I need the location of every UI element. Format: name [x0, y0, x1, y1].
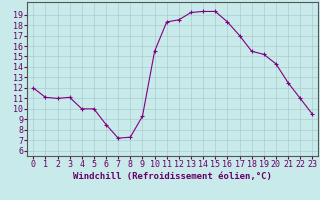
- X-axis label: Windchill (Refroidissement éolien,°C): Windchill (Refroidissement éolien,°C): [73, 172, 272, 181]
